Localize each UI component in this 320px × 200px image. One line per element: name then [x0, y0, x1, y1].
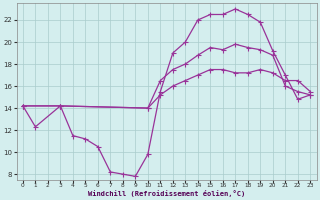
X-axis label: Windchill (Refroidissement éolien,°C): Windchill (Refroidissement éolien,°C)	[88, 190, 245, 197]
